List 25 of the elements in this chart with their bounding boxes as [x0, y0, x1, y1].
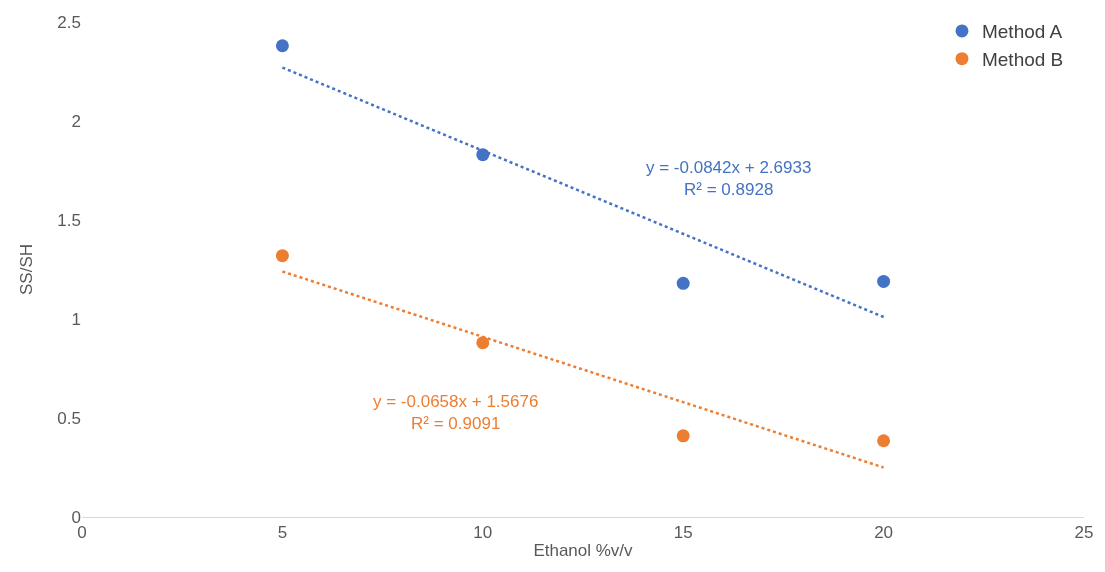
y-tick-label: 2 [71, 111, 81, 131]
point [877, 434, 891, 448]
x-axis-title: Ethanol %v/v [533, 540, 634, 560]
x-tick-label: 15 [673, 523, 693, 543]
y-tick-label: 1.5 [57, 210, 81, 230]
x-tick-label: 10 [473, 523, 493, 543]
y-tick-label: 0.5 [57, 408, 81, 428]
point [676, 429, 690, 443]
point [275, 39, 289, 53]
x-tick-label: 20 [874, 523, 894, 543]
x-tick-label: 25 [1074, 523, 1094, 543]
y-axis-title: SS/SH [16, 243, 36, 296]
point [877, 274, 891, 288]
point [476, 148, 490, 162]
x-tick-label: 5 [277, 523, 288, 543]
point [275, 249, 289, 263]
legend-label: Method A [981, 21, 1063, 43]
y-tick-label: 2.5 [57, 12, 81, 32]
point [676, 276, 690, 290]
annotation: y = -0.0658x + 1.5676 R² = 0.9091 [373, 392, 539, 434]
y-tick-label: 0 [71, 507, 81, 527]
point [476, 336, 490, 350]
legend-label: Method B [981, 49, 1064, 71]
y-tick-label: 1 [71, 309, 81, 329]
annotation: y = -0.0842x + 2.6933 R² = 0.8928 [646, 158, 812, 200]
